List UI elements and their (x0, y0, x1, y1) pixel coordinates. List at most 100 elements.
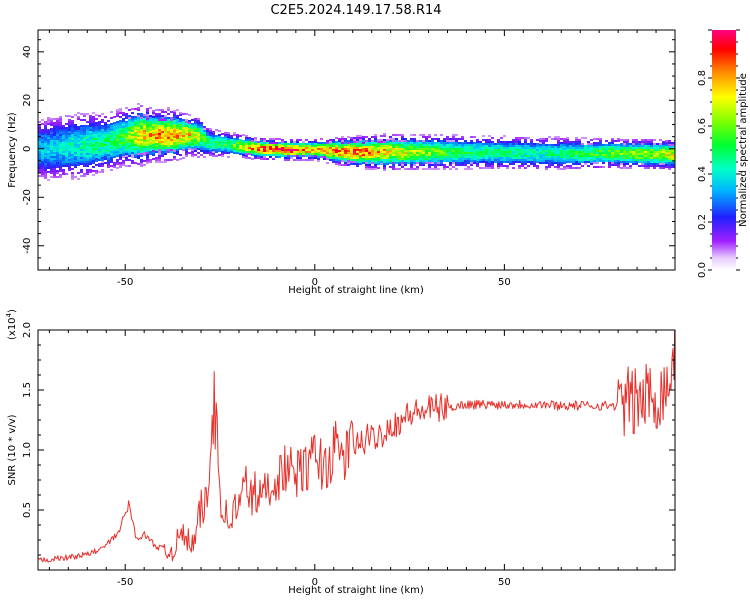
heatmap-cell (665, 150, 668, 152)
heatmap-cell (629, 167, 632, 169)
heatmap-cell (41, 123, 44, 125)
heatmap-cell (269, 144, 272, 146)
heatmap-cell (452, 162, 455, 164)
heatmap-cell (191, 133, 194, 135)
heatmap-cell (173, 110, 176, 112)
heatmap-cell (659, 143, 662, 145)
heatmap-cell (62, 125, 65, 127)
heatmap-cell (539, 138, 542, 140)
heatmap-cell (440, 144, 443, 146)
x-tick-label: 0 (312, 277, 318, 288)
heatmap-cell (524, 151, 527, 153)
heatmap-cell (458, 162, 461, 164)
heatmap-cell (134, 154, 137, 156)
heatmap-cell (587, 149, 590, 151)
heatmap-cell (242, 146, 245, 148)
heatmap-cell (125, 151, 128, 153)
heatmap-cell (536, 145, 539, 147)
heatmap-cell (365, 142, 368, 144)
heatmap-cell (218, 130, 221, 132)
heatmap-cell (620, 145, 623, 147)
heatmap-cell (83, 131, 86, 133)
heatmap-cell (74, 114, 77, 116)
heatmap-cell (632, 157, 635, 159)
heatmap-cell (44, 161, 47, 163)
heatmap-cell (128, 125, 131, 127)
heatmap-cell (440, 142, 443, 144)
heatmap-cell (641, 149, 644, 151)
heatmap-cell (167, 147, 170, 149)
heatmap-cell (356, 141, 359, 143)
heatmap-cell (320, 150, 323, 152)
heatmap-cell (71, 156, 74, 158)
heatmap-cell (413, 144, 416, 146)
heatmap-cell (182, 147, 185, 149)
heatmap-cell (464, 168, 467, 170)
heatmap-cell (50, 134, 53, 136)
heatmap-cell (74, 132, 77, 134)
heatmap-cell (242, 152, 245, 154)
heatmap-cell (593, 152, 596, 154)
heatmap-cell (497, 161, 500, 163)
heatmap-cell (338, 138, 341, 140)
heatmap-cell (50, 144, 53, 146)
heatmap-cell (446, 138, 449, 140)
heatmap-cell (50, 168, 53, 170)
heatmap-cell (251, 146, 254, 148)
heatmap-cell (38, 141, 41, 143)
heatmap-cell (128, 151, 131, 153)
heatmap-cell (626, 155, 629, 157)
heatmap-cell (476, 139, 479, 141)
heatmap-cell (485, 167, 488, 169)
heatmap-cell (662, 151, 665, 153)
heatmap-cell (587, 155, 590, 157)
heatmap-cell (248, 143, 251, 145)
heatmap-cell (422, 152, 425, 154)
heatmap-cell (143, 116, 146, 118)
heatmap-cell (650, 151, 653, 153)
heatmap-cell (371, 160, 374, 162)
heatmap-cell (473, 162, 476, 164)
heatmap-cell (521, 163, 524, 165)
heatmap-cell (380, 153, 383, 155)
heatmap-cell (257, 147, 260, 149)
heatmap-cell (122, 160, 125, 162)
heatmap-cell (638, 141, 641, 143)
heatmap-cell (134, 132, 137, 134)
heatmap-cell (95, 150, 98, 152)
heatmap-cell (389, 136, 392, 138)
heatmap-cell (302, 147, 305, 149)
heatmap-cell (659, 151, 662, 153)
heatmap-cell (302, 153, 305, 155)
heatmap-cell (410, 156, 413, 158)
heatmap-cell (428, 148, 431, 150)
heatmap-cell (245, 145, 248, 147)
heatmap-cell (119, 166, 122, 168)
heatmap-cell (101, 159, 104, 161)
snr-panel: -50 0 500.51.01.52.0 Height of straight li… (5, 309, 676, 596)
heatmap-cell (407, 146, 410, 148)
heatmap-cell (257, 153, 260, 155)
heatmap-cell (284, 143, 287, 145)
heatmap-cell (338, 150, 341, 152)
heatmap-cell (254, 153, 257, 155)
heatmap-cell (263, 156, 266, 158)
heatmap-cell (56, 162, 59, 164)
heatmap-cell (137, 133, 140, 135)
heatmap-cell (134, 108, 137, 110)
heatmap-cell (554, 154, 557, 156)
heatmap-cell (521, 147, 524, 149)
heatmap-cell (119, 116, 122, 118)
heatmap-cell (146, 144, 149, 146)
heatmap-cell (137, 143, 140, 145)
heatmap-cell (161, 125, 164, 127)
heatmap-cell (638, 155, 641, 157)
heatmap-cell (98, 115, 101, 117)
heatmap-cell (407, 148, 410, 150)
heatmap-cell (521, 159, 524, 161)
heatmap-cell (350, 153, 353, 155)
heatmap-cell (398, 142, 401, 144)
heatmap-cell (110, 165, 113, 167)
heatmap-cell (644, 147, 647, 149)
heatmap-cell (488, 149, 491, 151)
